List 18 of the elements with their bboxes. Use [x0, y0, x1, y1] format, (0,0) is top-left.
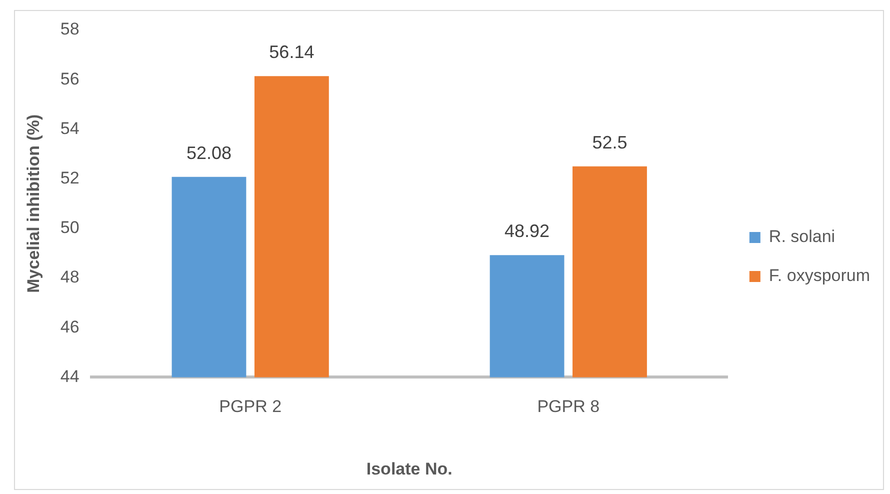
data-label: 52.5	[592, 132, 628, 152]
y-tick-label: 56	[60, 69, 80, 88]
data-label: 52.08	[186, 142, 232, 163]
y-tick-label: 54	[60, 118, 80, 138]
legend-label: F. oxysporum	[768, 266, 870, 286]
y-tick-label: 44	[60, 366, 80, 386]
y-tick-label: 48	[60, 268, 80, 287]
data-label: 48.92	[504, 221, 550, 242]
y-tick-label: 50	[60, 218, 80, 238]
legend-label: R. solani	[768, 227, 836, 246]
y-tick-label: 52	[60, 168, 80, 188]
x-tick-label: PGPR 2	[219, 397, 282, 416]
x-tick-label: PGPR 8	[537, 397, 600, 416]
y-tick-label: 58	[60, 20, 80, 39]
y-axis-title: Mycelial inhibition (%)	[24, 114, 43, 293]
data-label: 56.14	[269, 42, 314, 62]
x-axis-title: Isolate No.	[366, 459, 452, 478]
y-tick-label: 46	[60, 317, 80, 336]
